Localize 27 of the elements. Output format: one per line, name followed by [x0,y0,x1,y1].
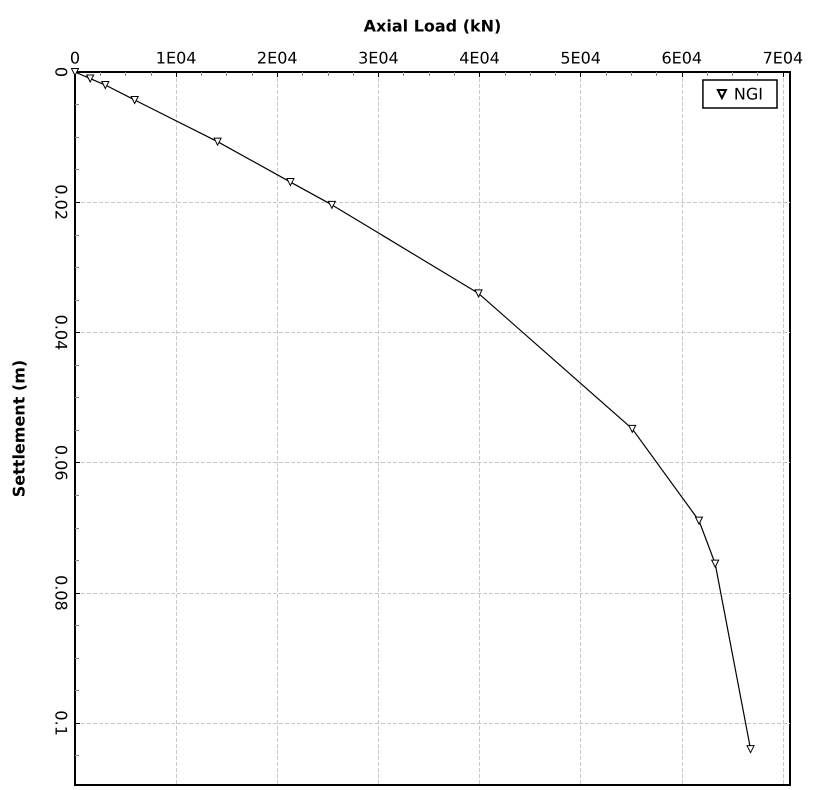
legend-label: NGI [734,84,764,104]
y-tick-label: 0.06 [52,444,70,480]
y-tick-label: 0.08 [52,575,70,611]
point [628,424,636,433]
point [711,560,720,568]
y-tick-label: 0.1 [52,710,70,736]
point [328,200,336,209]
x-tick-label: 4E04 [459,48,500,68]
point [746,745,755,754]
point [214,138,222,146]
x-tick-label: 5E04 [560,48,601,68]
point [694,516,703,525]
y-tick-label: 0.04 [52,314,70,350]
y-axis-title: Settlement (m) [10,360,28,498]
x-tick-label: 6E04 [661,48,702,68]
x-tick-label: 1E04 [156,48,196,68]
x-tick-label: 2E04 [256,48,298,68]
point [86,74,94,83]
x-tick-label: 3E04 [358,48,399,68]
y-tick-label: 0 [52,66,70,78]
x-tick-label: 7E04 [762,48,804,68]
point [101,81,110,90]
point [474,289,483,298]
x-axis-title: Axial Load (kN) [364,16,502,36]
y-tick-label: 0.02 [52,184,70,220]
point [286,178,294,186]
point [130,96,139,104]
